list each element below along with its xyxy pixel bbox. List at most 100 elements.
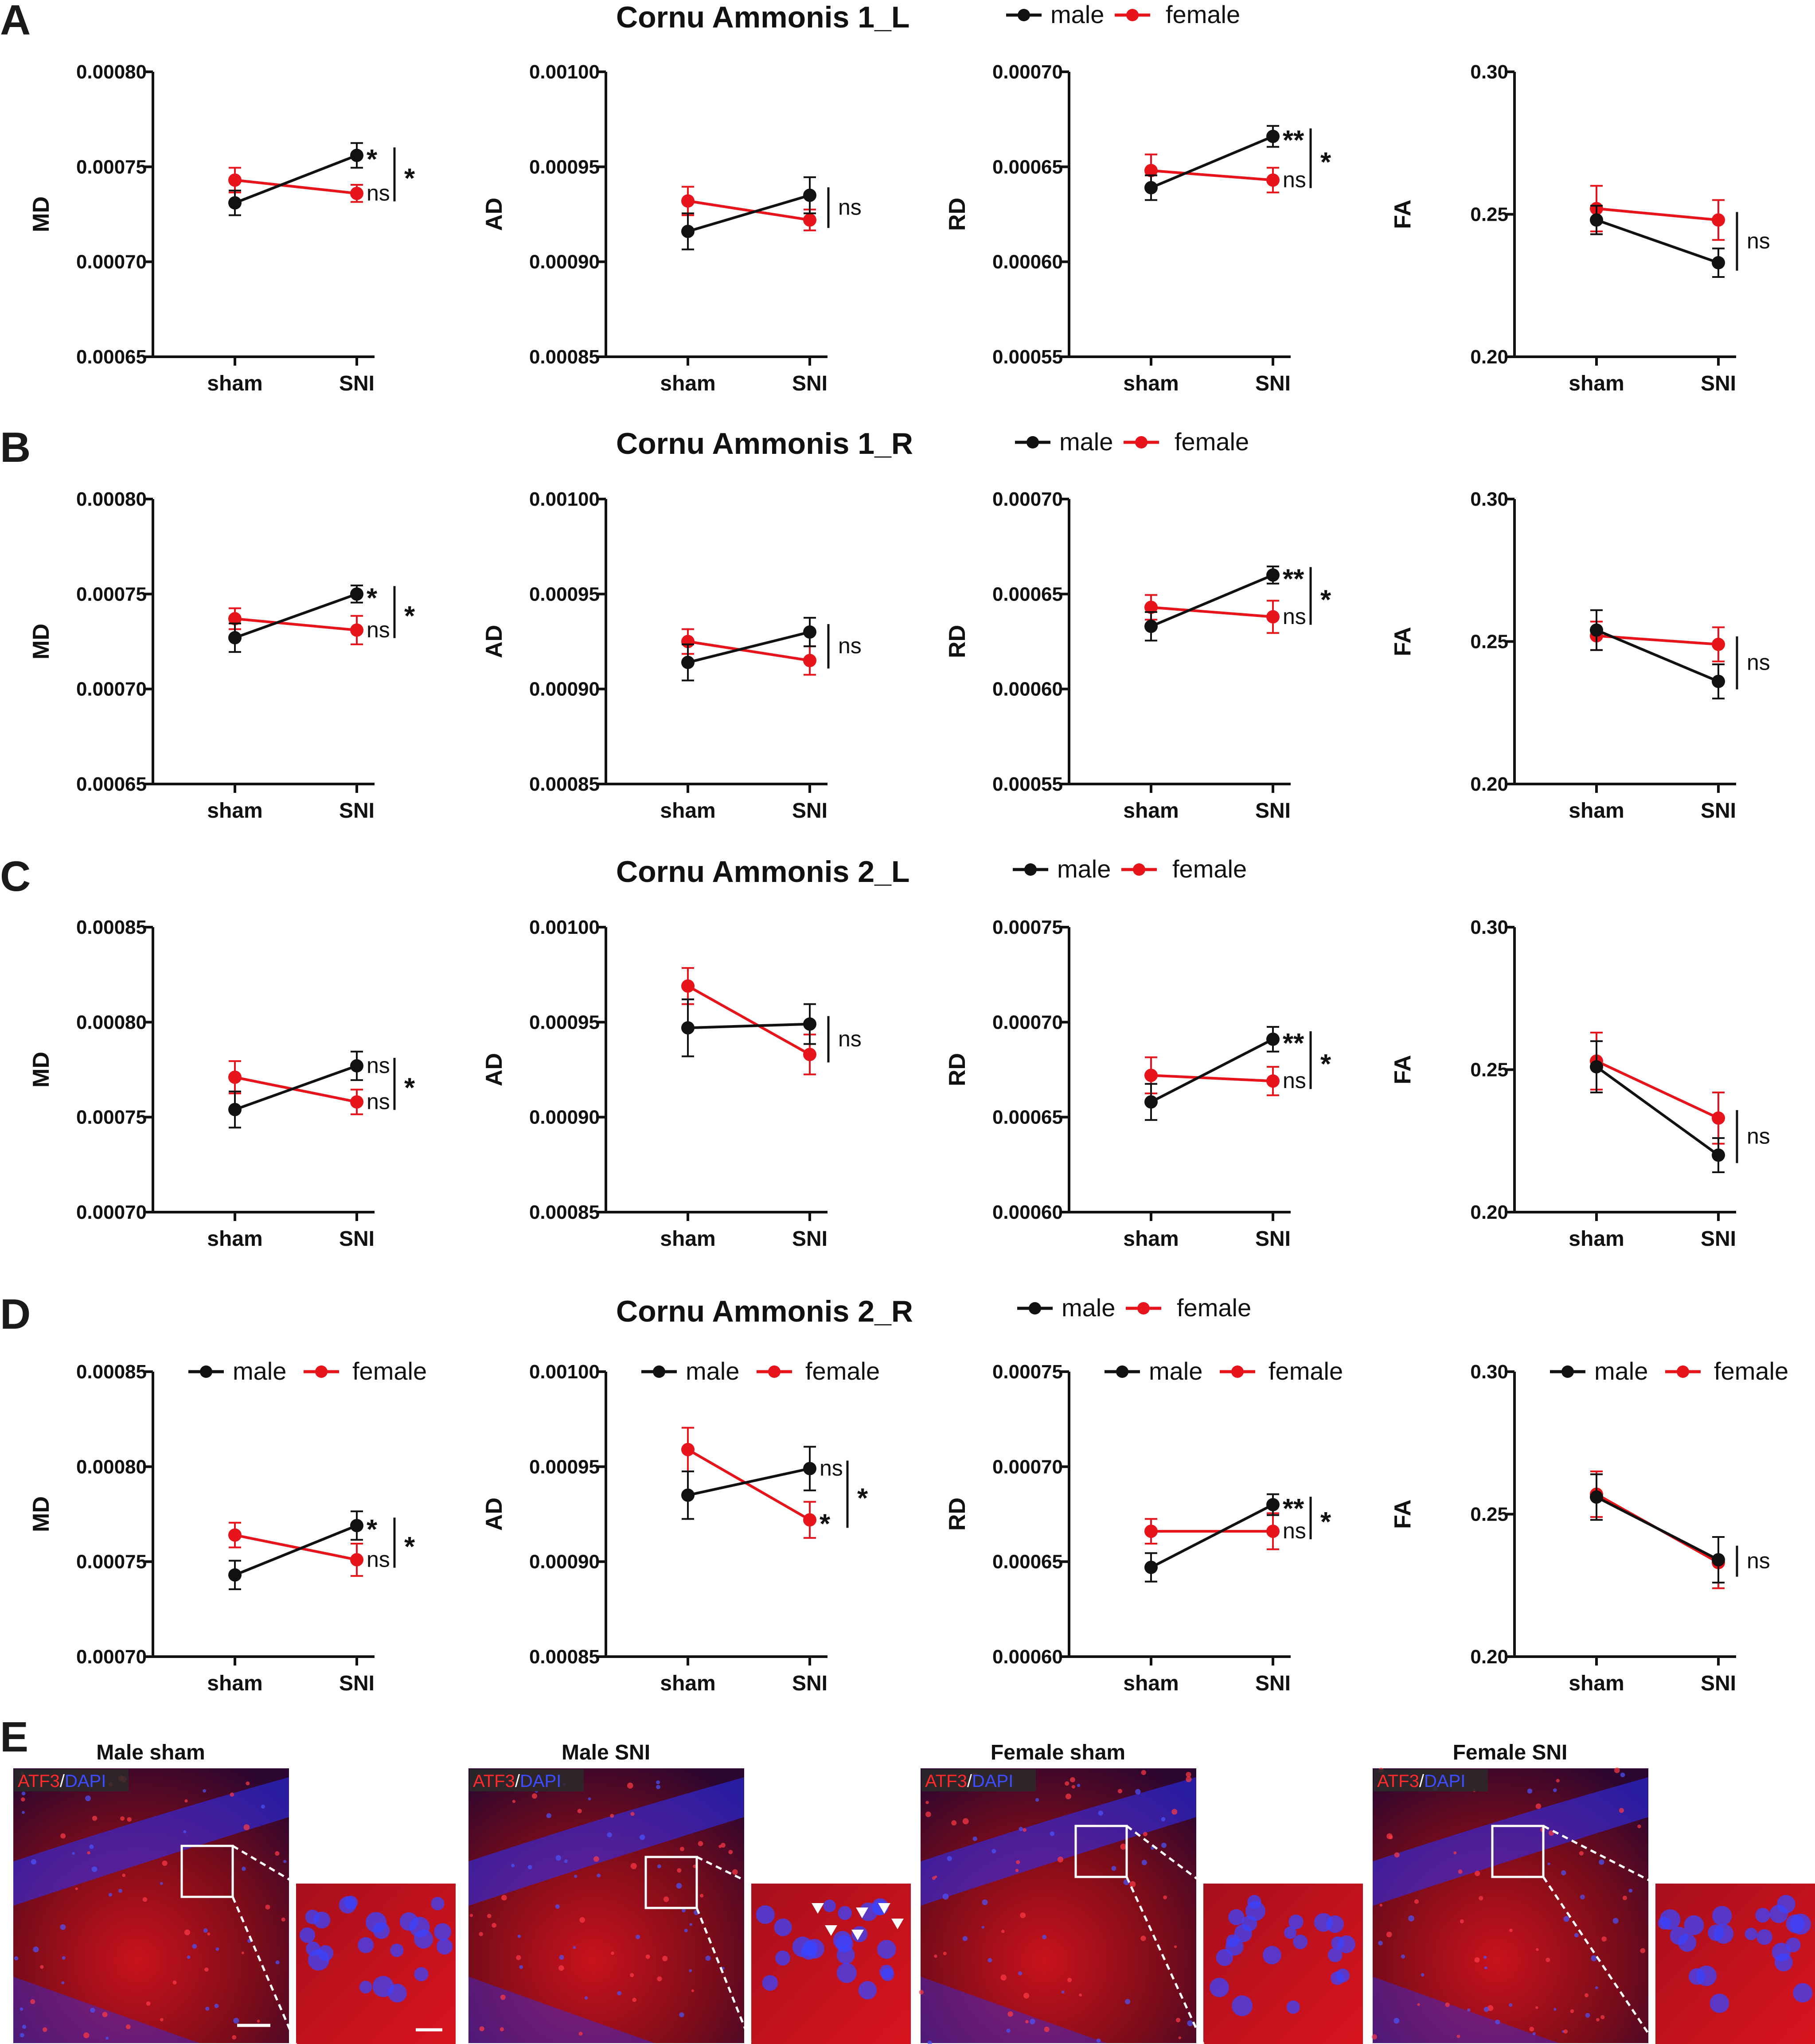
chart-c-ad: 0.00085 0.00090 0.00095 0.00100 sham SNI AD ns — [481, 917, 862, 1251]
inset-nucleus — [436, 1938, 453, 1955]
row-legend-b: male female — [1015, 428, 1249, 456]
x-category-label: SNI — [339, 1227, 375, 1251]
cell-speck — [275, 1960, 280, 1965]
micrograph-1: Male sham ATF3/DAPI — [13, 1741, 456, 2044]
y-tick-label: 0.00100 — [529, 1361, 600, 1383]
cell-speck — [1050, 1831, 1055, 1836]
cell-speck — [721, 1842, 726, 1848]
cell-speck — [257, 2020, 260, 2023]
cell-speck — [20, 2007, 23, 2011]
y-tick-label: 0.25 — [1470, 1504, 1508, 1525]
inset-nucleus — [358, 1937, 374, 1953]
cell-speck — [241, 1951, 244, 1954]
series-line-female — [1151, 169, 1273, 182]
cell-speck — [1161, 1817, 1166, 1822]
inset-nucleus — [390, 1943, 404, 1957]
y-tick-label: 0.00075 — [76, 1107, 147, 1128]
cell-speck — [204, 1967, 209, 1972]
legend-label-male: male — [1594, 1357, 1648, 1385]
inset-nucleus — [366, 1912, 387, 1933]
y-tick-label: 0.00090 — [529, 1551, 600, 1573]
cell-speck — [187, 1955, 191, 1959]
inset-nucleus — [1755, 1907, 1770, 1923]
cell-speck — [1483, 2006, 1489, 2012]
data-point-male — [1266, 568, 1280, 582]
legend-marker-female — [1135, 436, 1148, 449]
sig-label-female: ns — [367, 180, 390, 205]
cell-speck — [1125, 1999, 1131, 2005]
data-point-female — [803, 1048, 816, 1061]
y-tick-label: 0.00085 — [529, 773, 600, 795]
inset-nucleus — [1328, 1947, 1343, 1962]
cell-speck — [1393, 2017, 1400, 2024]
cell-speck — [1619, 1808, 1624, 1813]
cell-speck — [564, 1859, 568, 1863]
legend-marker-male — [1018, 9, 1030, 21]
y-tick-label: 0.30 — [1470, 917, 1508, 938]
cell-speck — [203, 1789, 206, 1793]
chart-b-fa: 0.20 0.25 0.30 sham SNI FA ns — [1390, 488, 1770, 823]
chart-a-md: 0.00065 0.00070 0.00075 0.00080 sham SNI MD * ns… — [28, 61, 415, 395]
y-tick-label: 0.00085 — [529, 1646, 600, 1668]
data-point-female — [1266, 173, 1280, 187]
cell-speck — [657, 1976, 662, 1982]
inset-nucleus — [1756, 1929, 1772, 1945]
series-line-male — [1150, 1503, 1274, 1569]
y-tick-label: 0.00070 — [992, 61, 1063, 83]
cell-speck — [919, 1989, 924, 1995]
y-axis-label: AD — [481, 1053, 507, 1086]
y-axis-label: MD — [28, 1052, 54, 1088]
cell-speck — [283, 1860, 287, 1863]
series-line-female — [1596, 1060, 1719, 1120]
data-point-male — [228, 631, 242, 644]
cell-speck — [60, 1924, 66, 1930]
cell-speck — [1601, 1936, 1607, 1942]
chart-c-md: 0.00070 0.00075 0.00080 0.00085 sham SNI MD ns n… — [28, 917, 415, 1251]
cell-speck — [1035, 1798, 1039, 1802]
legend-marker-male — [1027, 436, 1039, 449]
cell-speck — [118, 1888, 123, 1893]
x-category-label: SNI — [1255, 1227, 1291, 1251]
cell-speck — [579, 1917, 585, 1923]
cell-speck — [1096, 2038, 1101, 2043]
cell-speck — [578, 2032, 583, 2036]
inset-nucleus — [1658, 1916, 1671, 1930]
cell-speck — [192, 1944, 197, 1949]
cell-speck — [1445, 2002, 1450, 2007]
cell-speck — [1000, 1974, 1007, 1981]
inset-nucleus — [1745, 1927, 1757, 1940]
x-category-label: SNI — [1701, 799, 1736, 823]
x-category-label: SNI — [792, 1227, 827, 1251]
x-category-label: SNI — [1701, 1227, 1736, 1251]
data-point-male — [1590, 623, 1603, 637]
series-line-male — [1150, 573, 1274, 628]
cell-speck — [1006, 2028, 1011, 2033]
dapi-band-lower — [921, 1977, 1107, 2043]
sig-label-between: ns — [1747, 650, 1770, 675]
sig-label-between: ns — [838, 195, 862, 219]
cell-speck — [1591, 1955, 1597, 1962]
row-legend-a: male female — [1006, 0, 1240, 28]
series-line-female — [687, 199, 810, 222]
cell-speck — [991, 1849, 996, 1853]
cell-speck — [1628, 1888, 1633, 1893]
chart-b-md: 0.00065 0.00070 0.00075 0.00080 sham SNI MD * ns… — [28, 488, 415, 823]
stain-label: ATF3/DAPI — [925, 1771, 1013, 1791]
cell-speck — [1065, 1793, 1071, 1799]
data-point-female — [228, 1070, 242, 1084]
y-axis-label: AD — [481, 1498, 507, 1531]
legend-marker-female — [768, 1365, 781, 1378]
chart-legend: male female — [1550, 1357, 1788, 1385]
legend-label-female: female — [1172, 855, 1247, 883]
cell-speck — [31, 1859, 37, 1865]
series-line-male — [687, 631, 810, 664]
y-tick-label: 0.00075 — [992, 917, 1063, 938]
cell-speck — [214, 2004, 219, 2009]
cell-speck — [657, 1864, 661, 1868]
cell-speck — [597, 1873, 601, 1878]
cell-speck — [1595, 1986, 1598, 1989]
data-point-female — [681, 1443, 695, 1456]
cell-speck — [962, 1936, 968, 1941]
cell-speck — [1378, 1941, 1383, 1946]
